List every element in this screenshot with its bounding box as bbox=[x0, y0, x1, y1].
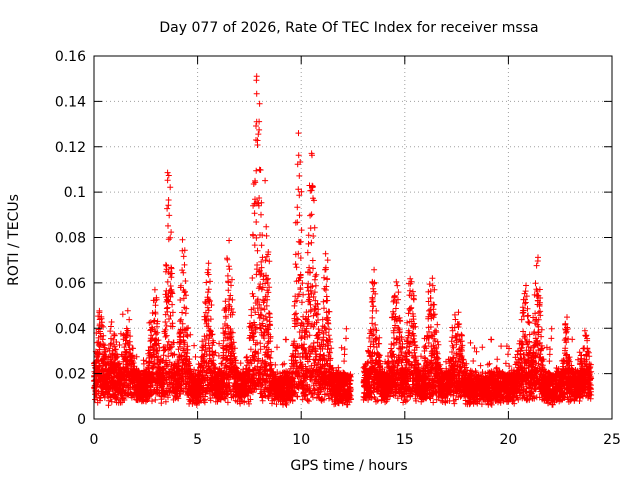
grid-lines bbox=[94, 56, 612, 419]
x-tick-label: 0 bbox=[90, 432, 99, 448]
x-tick-label: 10 bbox=[292, 432, 310, 448]
y-tick-label: 0.14 bbox=[55, 94, 86, 110]
y-tick-label: 0.06 bbox=[55, 276, 86, 292]
x-tick-label: 5 bbox=[193, 432, 202, 448]
y-tick-label: 0.1 bbox=[64, 185, 86, 201]
x-tick-label: 25 bbox=[603, 432, 621, 448]
x-axis-title: GPS time / hours bbox=[290, 458, 407, 474]
y-tick-label: 0.04 bbox=[55, 321, 86, 337]
chart-title: Day 077 of 2026, Rate Of TEC Index for r… bbox=[159, 20, 538, 36]
y-tick-label: 0.16 bbox=[55, 49, 86, 65]
x-tick-labels: 0 5 10 15 20 25 bbox=[90, 432, 621, 448]
x-tick-label: 15 bbox=[396, 432, 414, 448]
y-tick-label: 0.12 bbox=[55, 140, 86, 156]
axis-ticks bbox=[93, 55, 613, 420]
y-tick-label: 0.08 bbox=[55, 231, 86, 247]
y-tick-label: 0 bbox=[77, 412, 86, 428]
y-tick-labels: 0 0.02 0.04 0.06 0.08 0.1 0.12 0.14 0.16 bbox=[55, 49, 86, 428]
y-tick-label: 0.02 bbox=[55, 367, 86, 383]
x-tick-label: 20 bbox=[499, 432, 517, 448]
y-axis-title: ROTI / TECUs bbox=[6, 194, 22, 286]
